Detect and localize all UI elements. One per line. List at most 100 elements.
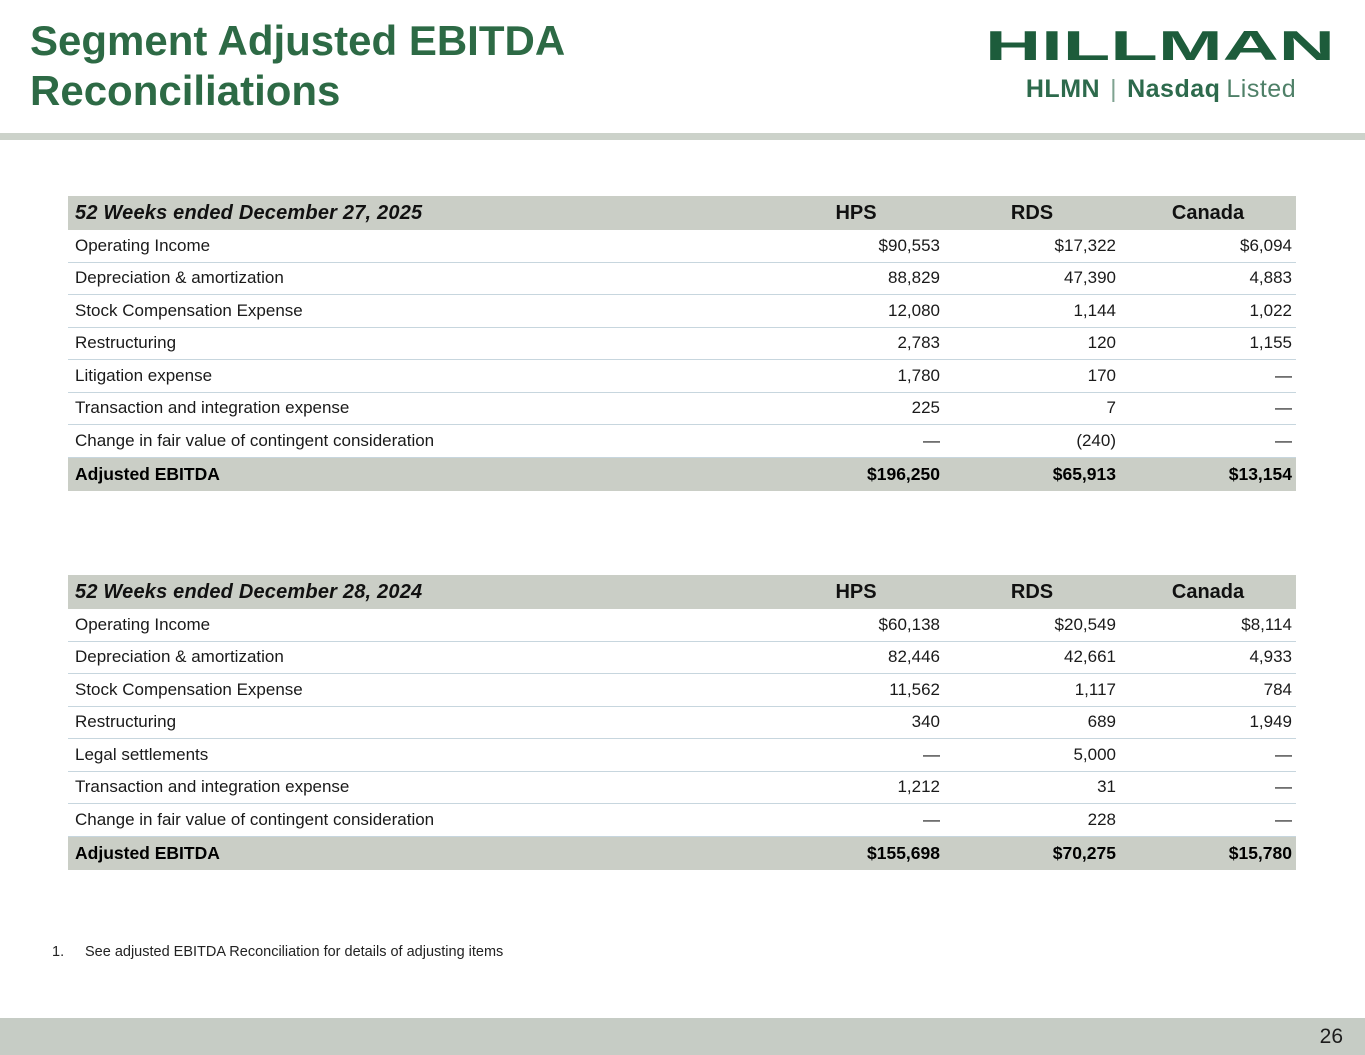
row-label: Restructuring [75,712,177,732]
footnote-text: See adjusted EBITDA Reconciliation for d… [85,944,504,960]
cell-value: 1,949 [1249,712,1292,732]
cell-value: 47,390 [1064,268,1116,288]
row-label: Legal settlements [75,744,209,764]
cell-value: — [923,744,940,764]
cell-value: — [1275,777,1292,797]
table-row: Operating Income $90,553 $17,322 $6,094 [68,230,1296,263]
total-value: $155,698 [867,842,940,863]
cell-value: 1,117 [1074,679,1116,699]
cell-value: 5,000 [1073,744,1116,764]
table-row: Depreciation & amortization 88,829 47,390 4… [68,262,1296,295]
title-divider-bar [0,133,1365,140]
table-row: Transaction and integration expense 1,212… [68,771,1296,804]
cell-value: 12,080 [888,300,940,320]
reconciliation-table-1: 52 Weeks ended December 27, 2025 HPS RDS Ca… [68,196,1296,491]
table-row: Change in fair value of contingent consi… [68,804,1296,837]
row-label: Change in fair value of contingent consi… [75,430,435,450]
table-row: Change in fair value of contingent consi… [68,425,1296,458]
cell-value: 11,562 [889,679,940,699]
row-label: Operating Income [75,235,211,255]
total-value: $70,275 [1052,842,1116,863]
page-number: 26 [1319,1024,1343,1048]
cell-value: — [1275,398,1292,418]
cell-value: 7 [1106,398,1116,418]
cell-value: 4,883 [1249,268,1292,288]
table-header-row: 52 Weeks ended December 28, 2024 HPS RDS Ca… [68,575,1296,609]
cell-value: $90,553 [878,235,940,255]
total-value: $15,780 [1228,842,1292,863]
nasdaq-listing-line: HLMN | Nasdaq Listed [985,75,1337,104]
nasdaq-label: Nasdaq [1127,75,1221,103]
column-header: RDS [1010,580,1054,603]
cell-value: 42,661 [1064,647,1116,667]
cell-value: 88,829 [888,268,940,288]
row-label: Restructuring [75,333,177,353]
table-period-title: 52 Weeks ended December 27, 2025 [75,201,423,224]
total-row: Adjusted EBITDA $155,698 $70,275 $15,780 [68,836,1296,870]
cell-value: 225 [911,398,940,418]
hillman-wordmark-graphic: HILLMAN [985,22,1335,69]
row-label: Depreciation & amortization [75,268,284,288]
total-value: $13,154 [1228,463,1292,484]
cell-value: — [923,809,940,829]
cell-value: 2,783 [897,333,940,353]
footnote-number: 1. [52,944,65,960]
table-header-row: 52 Weeks ended December 27, 2025 HPS RDS Ca… [68,196,1296,230]
cell-value: — [1275,744,1292,764]
listed-label: Listed [1226,75,1297,103]
logo-separator: | [1110,75,1118,103]
cell-value: 340 [911,712,940,732]
column-header: Canada [1171,580,1245,603]
cell-value: $60,138 [878,614,940,634]
total-value: $65,913 [1052,463,1116,484]
cell-value: — [1275,365,1292,385]
cell-value: $6,094 [1240,235,1292,255]
column-header: Canada [1171,201,1245,224]
cell-value: 170 [1087,365,1116,385]
cell-value: — [1275,809,1292,829]
table-row: Operating Income $60,138 $20,549 $8,114 [68,609,1296,642]
hillman-logo: HILLMAN HLMN | Nasdaq Listed [985,22,1337,104]
column-header: HPS [835,580,877,603]
table-row: Stock Compensation Expense 12,080 1,144 1,0… [68,295,1296,328]
cell-value: 1,144 [1073,300,1116,320]
row-label: Stock Compensation Expense [75,679,303,699]
cell-value: $17,322 [1054,235,1116,255]
row-label: Depreciation & amortization [75,647,284,667]
cell-value: $20,549 [1054,614,1116,634]
footer-bar: 26 [0,1018,1365,1055]
cell-value: (240) [1076,430,1116,450]
cell-value: 31 [1097,777,1116,797]
cell-value: 1,022 [1249,300,1292,320]
cell-value: 784 [1263,679,1292,699]
row-label: Operating Income [75,614,211,634]
column-header: HPS [835,201,877,224]
column-header: RDS [1010,201,1054,224]
cell-value: — [923,430,940,450]
table-row: Stock Compensation Expense 11,562 1,117 784 [68,674,1296,707]
ticker-label: HLMN [1025,75,1101,103]
table-row: Depreciation & amortization 82,446 42,661 4… [68,641,1296,674]
hillman-wordmark-text: HILLMAN [985,22,1335,68]
footnote: 1. See adjusted EBITDA Reconciliation fo… [52,944,503,960]
row-label: Transaction and integration expense [75,777,350,797]
cell-value: 82,446 [888,647,940,667]
row-label: Change in fair value of contingent consi… [75,809,435,829]
total-value: $196,250 [867,463,940,484]
table-row: Restructuring 340 689 1,949 [68,706,1296,739]
cell-value: 1,212 [897,777,940,797]
cell-value: 228 [1087,809,1116,829]
table-row: Restructuring 2,783 120 1,155 [68,327,1296,360]
page-title-line1: Segment Adjusted EBITDA [30,17,566,64]
cell-value: 1,155 [1249,333,1292,353]
row-label: Transaction and integration expense [75,398,350,418]
table-period-title: 52 Weeks ended December 28, 2024 [75,580,423,603]
cell-value: 1,780 [897,365,940,385]
total-label: Adjusted EBITDA [75,842,220,863]
cell-value: 689 [1087,712,1116,732]
cell-value: $8,114 [1241,614,1292,634]
page-title-line2: Reconciliations [30,67,341,114]
cell-value: 4,933 [1249,647,1292,667]
table-row: Litigation expense 1,780 170 — [68,360,1296,393]
